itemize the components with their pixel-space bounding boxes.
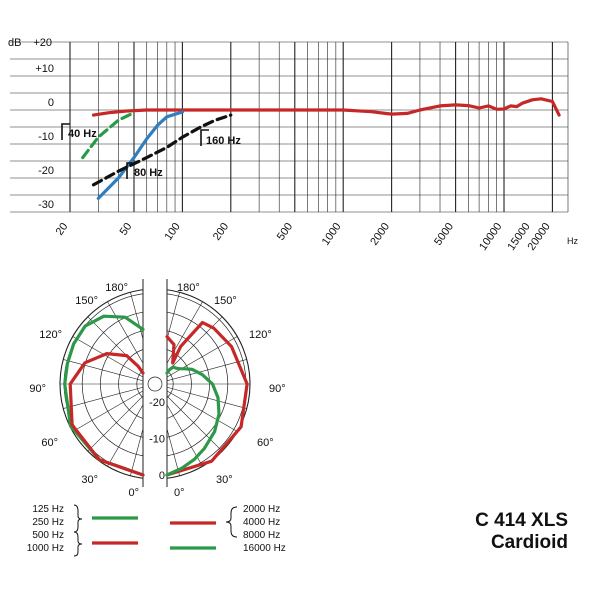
x-tick-label: 50 bbox=[118, 221, 135, 238]
polar-angle-label: 150° bbox=[75, 295, 98, 307]
polar-angle-label: 90° bbox=[29, 383, 46, 395]
series-label: 160 Hz bbox=[206, 135, 241, 147]
polar-spoke bbox=[72, 383, 156, 432]
polar-spoke bbox=[154, 383, 247, 409]
legend-label: 250 Hz bbox=[32, 517, 64, 528]
callout-bracket bbox=[61, 123, 70, 140]
polar-radius-label: -20 bbox=[149, 397, 165, 409]
polar-angle-label: 0° bbox=[174, 487, 185, 499]
series-line bbox=[91, 113, 233, 187]
polar-angle-label: 30° bbox=[216, 474, 233, 486]
legend-label: 8000 Hz bbox=[243, 530, 280, 541]
polar-curve bbox=[165, 320, 249, 477]
legend-label: 500 Hz bbox=[32, 530, 64, 541]
callout-bracket bbox=[126, 162, 135, 179]
polar-angle-label: 120° bbox=[249, 329, 272, 341]
polar-angle-label: 0° bbox=[128, 487, 139, 499]
legend-label: 2000 Hz bbox=[243, 504, 280, 515]
callout-bracket bbox=[200, 129, 209, 146]
polar-angle-label: 180° bbox=[105, 282, 128, 294]
polar-curve bbox=[165, 365, 221, 477]
series-line bbox=[81, 111, 136, 160]
polar-angle-label: 60° bbox=[257, 437, 274, 449]
y-tick-label: -30 bbox=[38, 199, 54, 211]
polar-radius-label: -10 bbox=[149, 434, 165, 446]
y-axis-label: dB bbox=[8, 37, 21, 49]
legend-brace bbox=[73, 531, 83, 557]
y-tick-label: +10 bbox=[35, 63, 54, 75]
polar-angle-label: 30° bbox=[81, 474, 98, 486]
polar-angle-label: 120° bbox=[39, 329, 62, 341]
legend-brace bbox=[225, 506, 238, 538]
legend-label: 16000 Hz bbox=[243, 543, 286, 554]
series-label: 40 Hz bbox=[68, 128, 97, 140]
polar-angle-label: 180° bbox=[177, 282, 200, 294]
polar-radius-label: 0 bbox=[159, 470, 165, 482]
legend-label: 4000 Hz bbox=[243, 517, 280, 528]
legend-label: 1000 Hz bbox=[27, 543, 64, 554]
series-line bbox=[91, 97, 561, 117]
polar-spoke bbox=[154, 336, 238, 385]
y-tick-label: 0 bbox=[48, 97, 54, 109]
x-unit-label: Hz bbox=[567, 236, 578, 246]
product-label: C 414 XLS Cardioid bbox=[475, 510, 568, 554]
series-label: 80 Hz bbox=[134, 167, 163, 179]
polar-curve bbox=[68, 352, 145, 477]
model-name: C 414 XLS bbox=[475, 510, 568, 531]
legend-label: 125 Hz bbox=[32, 504, 64, 515]
y-tick-label: -20 bbox=[38, 165, 54, 177]
polar-spoke bbox=[63, 359, 156, 385]
polar-curve bbox=[63, 314, 145, 477]
polar-spoke bbox=[63, 383, 156, 409]
polar-angle-label: 60° bbox=[41, 437, 58, 449]
x-tick-label: 20 bbox=[54, 221, 71, 238]
series-line bbox=[96, 110, 184, 200]
polar-angle-label: 150° bbox=[214, 295, 237, 307]
polar-angle-label: 90° bbox=[269, 383, 286, 395]
polar-spoke bbox=[154, 359, 247, 385]
polar-spoke bbox=[154, 383, 238, 432]
y-tick-label: -10 bbox=[38, 131, 54, 143]
polar-spoke bbox=[72, 336, 156, 385]
y-tick-label: +20 bbox=[33, 37, 52, 49]
polar-center bbox=[147, 376, 163, 392]
legend-brace bbox=[73, 504, 83, 533]
pattern-name: Cardioid bbox=[490, 532, 568, 553]
